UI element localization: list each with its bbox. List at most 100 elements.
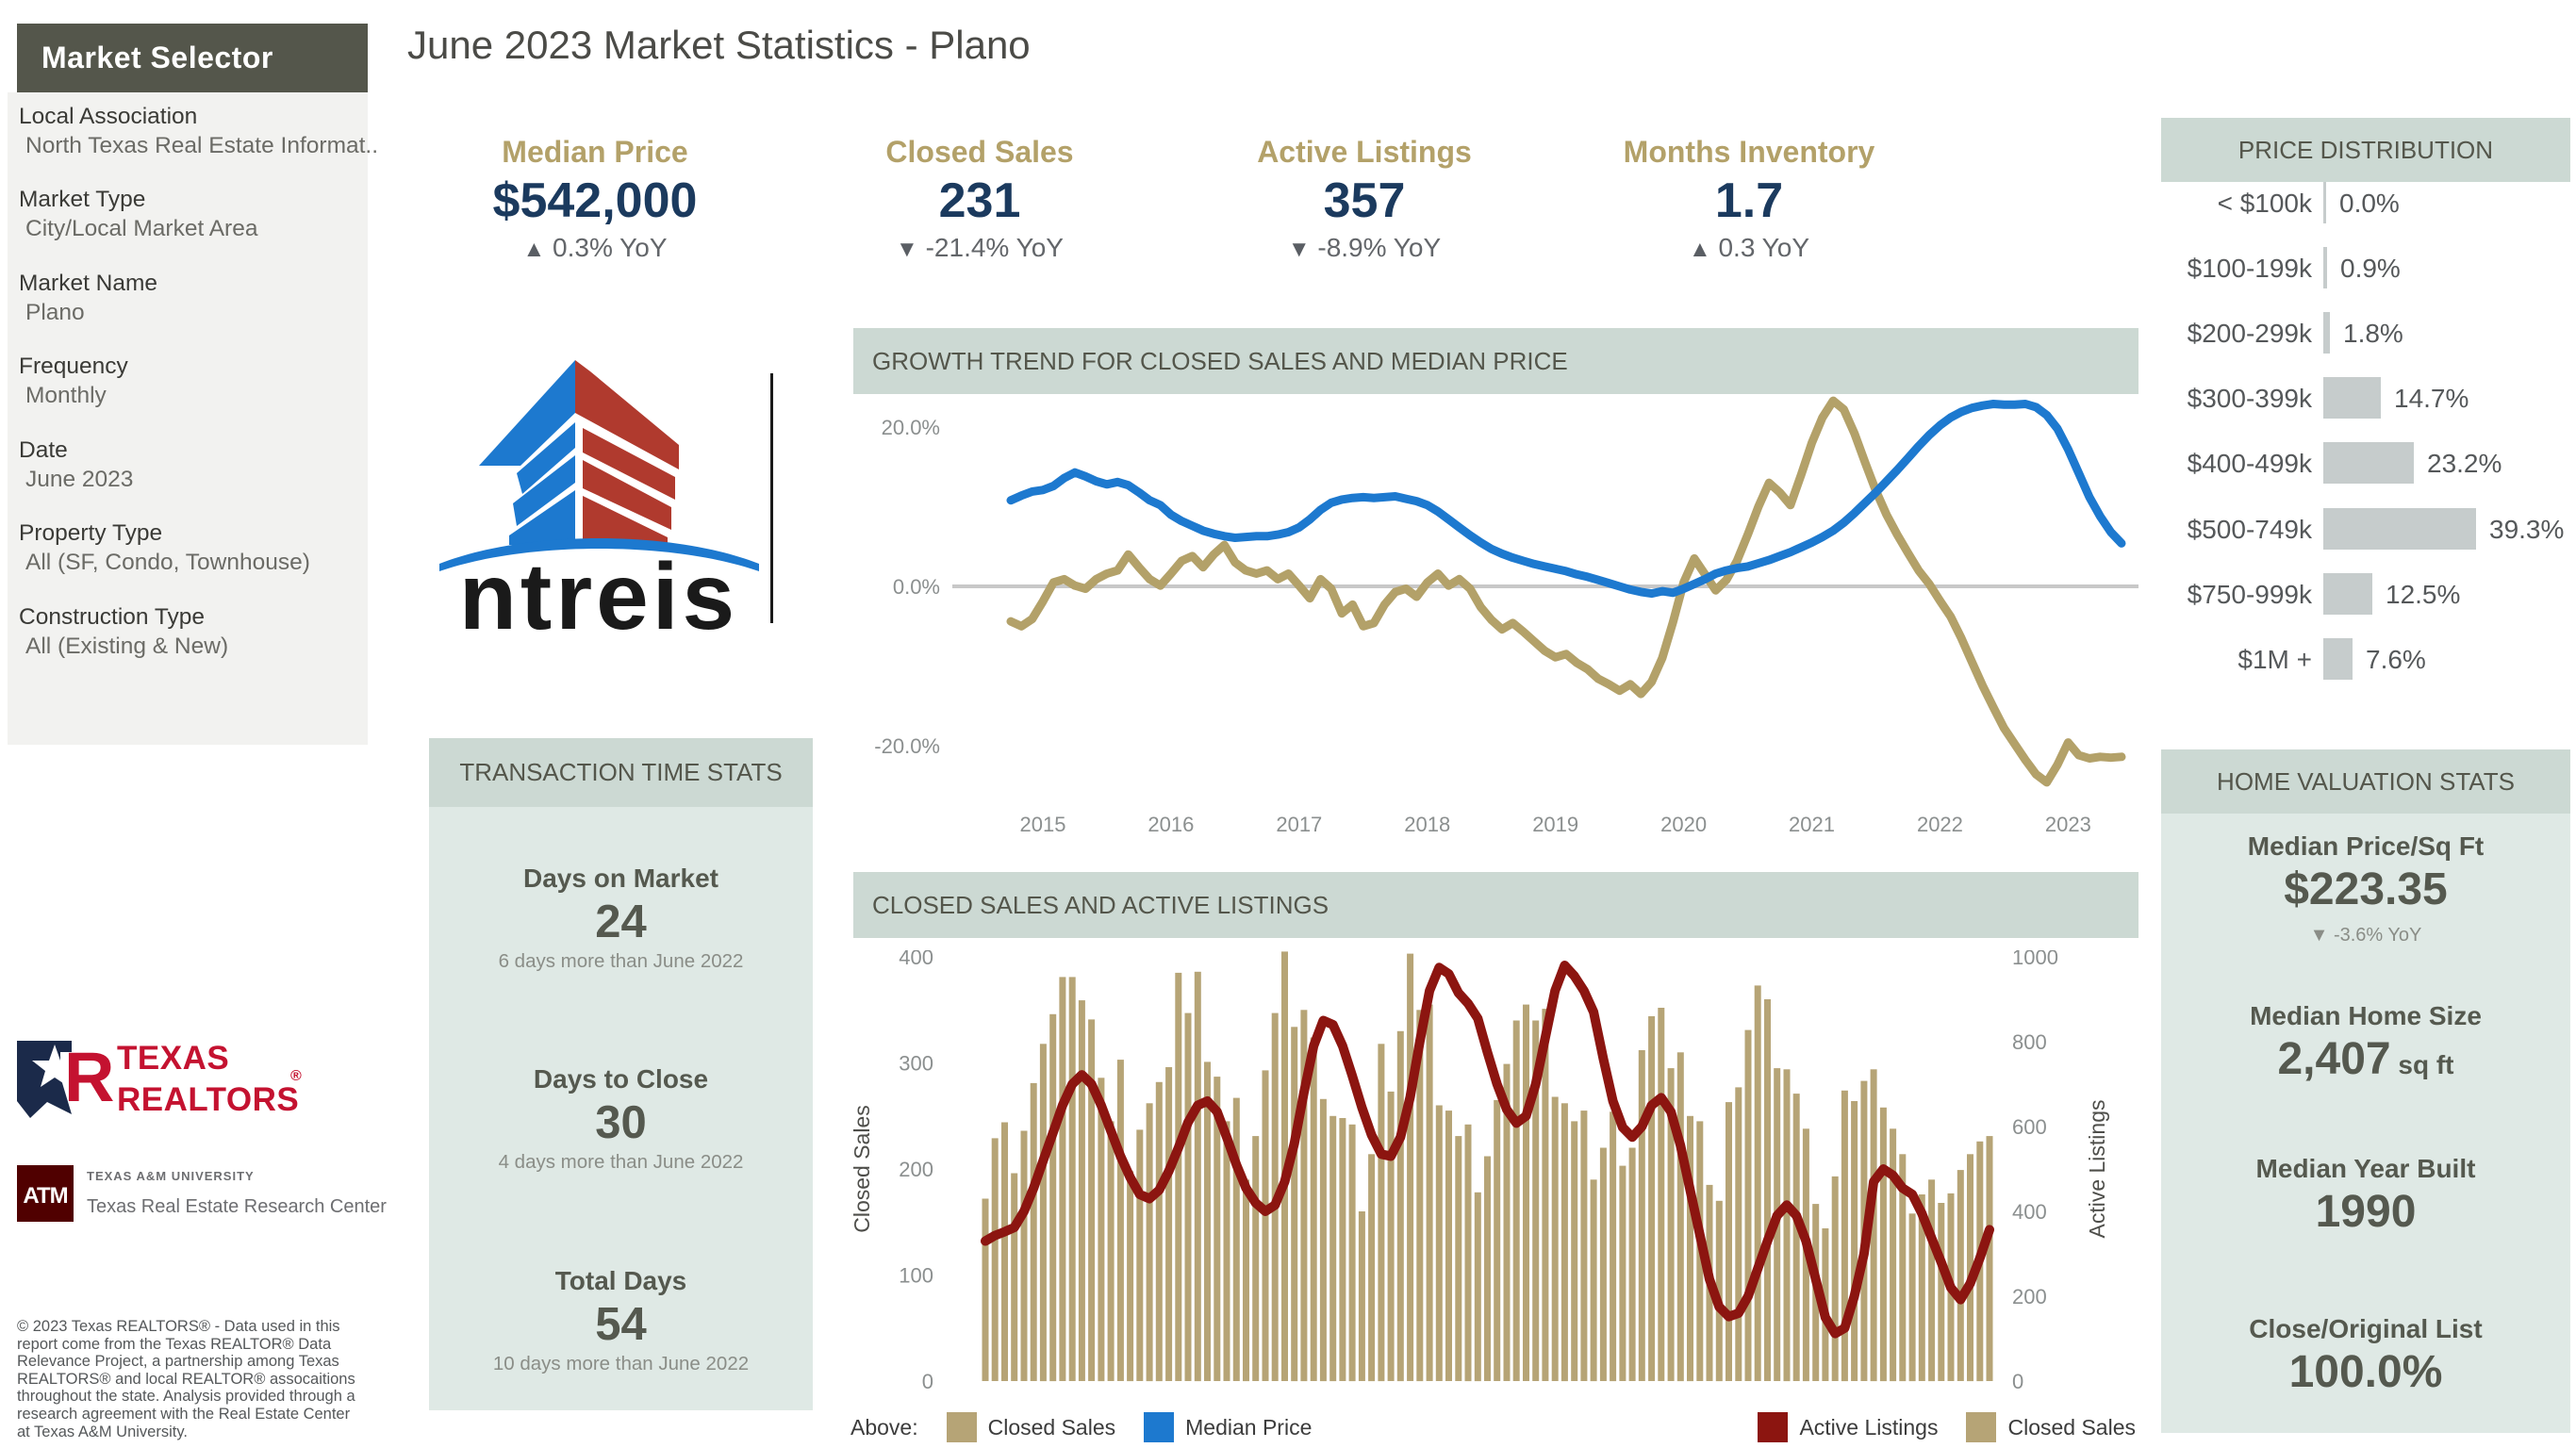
price-bucket-value: 7.6% xyxy=(2366,645,2426,674)
right-axis-tick-label: 600 xyxy=(2012,1115,2047,1139)
closed-sales-bar xyxy=(1339,1118,1346,1381)
triangle-down-icon: ▼ xyxy=(1287,237,1311,262)
market-selector-field-local-association[interactable]: Local Association North Texas Real Estate… xyxy=(19,102,379,160)
closed-sales-bar xyxy=(1957,1170,1964,1381)
market-selector-panel xyxy=(8,92,368,745)
price-bucket-label: < $100k xyxy=(2217,189,2312,218)
price-distribution-row: $100-199k 0.9% xyxy=(2161,247,2576,288)
x-axis-tick-label: 2020 xyxy=(1660,813,1707,836)
closed-sales-bar xyxy=(1590,1179,1597,1382)
closed-sales-bar xyxy=(1667,1068,1675,1381)
price-distribution-chart: < $100k 0.0% $100-199k 0.9% $200-299k 1.8% $30… xyxy=(2161,182,2576,710)
closed-sales-bar xyxy=(1726,1102,1732,1381)
closed-sales-bar xyxy=(1870,1069,1877,1382)
y-axis-tick-label: -20.0% xyxy=(874,734,940,758)
x-axis-tick-label: 2016 xyxy=(1148,813,1194,836)
left-axis-tick-label: 100 xyxy=(899,1264,933,1288)
closed-sales-bar xyxy=(1165,1067,1173,1381)
market-selector-field-market-type[interactable]: Market Type City/Local Market Area xyxy=(19,185,366,243)
stat-value: 100.0% xyxy=(2288,1347,2443,1397)
closed-sales-bar xyxy=(1175,972,1182,1381)
field-label: Frequency xyxy=(19,354,128,379)
closed-sales-bar xyxy=(1243,1179,1249,1382)
sales-listings-chart: 0 100 200 300 400 0 200 400 600 800 1000 Closed Sal… xyxy=(849,946,2150,1405)
x-axis-tick-label: 2023 xyxy=(2045,813,2091,836)
closed-sales-bar xyxy=(1011,1173,1018,1381)
closed-sales-bar xyxy=(1764,999,1771,1381)
tamu-center-text: Texas Real Estate Research Center xyxy=(87,1196,387,1217)
page-title: June 2023 Market Statistics - Plano xyxy=(407,23,1031,67)
closed-sales-bar xyxy=(1879,1107,1887,1382)
kpi-delta-text: 0.3 YoY xyxy=(1718,233,1810,262)
stat-note: 10 days more than June 2022 xyxy=(492,1353,750,1374)
price-bucket-bar xyxy=(2323,377,2381,419)
closed-sales-bar xyxy=(1484,1156,1491,1381)
field-value[interactable]: Monthly xyxy=(25,383,107,408)
field-value[interactable]: North Texas Real Estate Informat.. xyxy=(25,133,379,158)
legend-swatch-active-listings xyxy=(1758,1412,1789,1442)
stat-label: Median Price/Sq Ft xyxy=(2247,831,2485,861)
legend-label: Closed Sales xyxy=(2007,1414,2136,1440)
closed-sales-bar xyxy=(1560,1103,1568,1382)
x-axis-tick-label: 2019 xyxy=(1532,813,1578,836)
field-label: Date xyxy=(19,437,68,463)
closed-sales-bar xyxy=(1252,1136,1260,1381)
closed-sales-bar xyxy=(1783,1069,1791,1382)
price-bucket-value: 23.2% xyxy=(2427,449,2502,478)
closed-sales-bar xyxy=(1474,1192,1481,1382)
growth-trend-chart-title: GROWTH TREND FOR CLOSED SALES AND MEDIAN… xyxy=(853,328,2138,394)
field-value[interactable]: All (Existing & New) xyxy=(25,634,229,659)
closed-sales-bar xyxy=(1358,1211,1365,1381)
field-value[interactable]: June 2023 xyxy=(25,467,134,492)
closed-sales-bar xyxy=(1754,985,1761,1381)
closed-sales-bar xyxy=(1214,1077,1221,1381)
market-selector-field-property-type[interactable]: Property Type All (SF, Condo, Townhouse) xyxy=(19,518,366,577)
price-bucket-bar xyxy=(2323,638,2353,680)
closed-sales-bar xyxy=(1136,1129,1144,1381)
right-axis-tick-label: 1000 xyxy=(2012,950,2058,969)
closed-sales-bar xyxy=(1368,1154,1376,1382)
kpi-value: 357 xyxy=(1323,173,1406,228)
market-selector-field-frequency[interactable]: Frequency Monthly xyxy=(19,352,366,410)
home-valuation-stat-median-price-sq-ft: Median Price/Sq Ft $223.35 ▼ -3.6% YoY xyxy=(2161,830,2570,948)
field-label: Construction Type xyxy=(19,604,206,630)
market-selector-field-date[interactable]: Date June 2023 xyxy=(19,436,366,494)
home-valuation-title: HOME VALUATION STATS xyxy=(2161,749,2570,814)
price-bucket-label: $1M + xyxy=(2237,645,2312,674)
closed-sales-bar xyxy=(1416,1010,1424,1382)
texas-realtors-text-2: REALTORS xyxy=(117,1081,299,1118)
kpi-value: $542,000 xyxy=(492,173,698,228)
field-value[interactable]: Plano xyxy=(25,300,85,325)
closed-sales-bar xyxy=(1532,1020,1540,1381)
kpi-median-price: Median Price $542,000 ▲ 0.3% YoY xyxy=(397,132,793,268)
closed-sales-bar xyxy=(1628,1147,1636,1381)
closed-sales-bar xyxy=(1445,1111,1452,1381)
closed-sales-bar xyxy=(1223,1121,1230,1381)
field-value[interactable]: All (SF, Condo, Townhouse) xyxy=(25,550,310,575)
closed-sales-bar xyxy=(1676,1052,1684,1382)
triangle-down-icon: ▼ xyxy=(896,237,918,262)
closed-sales-bar xyxy=(1503,1063,1511,1381)
market-selector-field-construction-type[interactable]: Construction Type All (Existing & New) xyxy=(19,602,366,661)
field-value[interactable]: City/Local Market Area xyxy=(25,216,258,241)
price-distribution-row: $400-499k 23.2% xyxy=(2161,442,2576,484)
closed-sales-bar xyxy=(1523,1004,1529,1381)
price-bucket-value: 0.0% xyxy=(2339,189,2400,218)
closed-sales-bar xyxy=(1329,1115,1337,1382)
right-axis-title: Active Listings xyxy=(2085,1099,2109,1238)
market-selector-field-market-name[interactable]: Market Name Plano xyxy=(19,269,366,327)
closed-sales-bar xyxy=(1146,1103,1153,1382)
stat-label: Median Home Size xyxy=(2250,1001,2482,1030)
price-bucket-label: $500-749k xyxy=(2187,515,2312,544)
registered-mark: ® xyxy=(290,1068,302,1084)
stat-label: Total Days xyxy=(554,1266,687,1295)
copyright-text: © 2023 Texas REALTORS® - Data used in th… xyxy=(17,1318,355,1440)
closed-sales-bar xyxy=(1571,1121,1578,1381)
ntreis-swoosh xyxy=(439,538,759,571)
closed-sales-bar xyxy=(1155,1081,1163,1382)
price-distribution-row: $300-399k 14.7% xyxy=(2161,377,2576,419)
closed-sales-bar xyxy=(1494,1099,1501,1381)
price-bucket-bar xyxy=(2323,573,2372,615)
price-bucket-label: $200-299k xyxy=(2187,319,2312,348)
closed-sales-bar xyxy=(1407,953,1414,1381)
